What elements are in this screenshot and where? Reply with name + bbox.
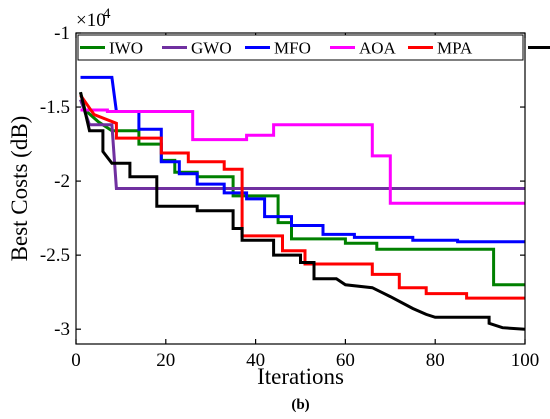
legend: IWOGWOMFOAOAMPAAMPA [77,34,550,61]
y-tick-label: -2.5 [40,245,70,266]
panel-label: (b) [291,397,309,413]
series-layer [79,75,526,331]
x-tick-label: 60 [336,350,355,371]
x-tick-label: 80 [426,350,445,371]
y-axis-multiplier-exponent: 4 [103,6,111,22]
x-axis-label: Iterations [257,364,344,389]
series-line-mpa [79,94,525,300]
y-tick-label: -1.5 [40,97,70,118]
axes-layer: 0 20 40 60 80 100 -3 -2.5 -2 -1.5 -1 [40,23,539,371]
x-tick-label: 100 [511,350,540,371]
series-line-aoa [80,108,525,205]
legend-label-mfo: MFO [274,39,311,58]
legend-label-iwo: IWO [109,39,143,58]
y-tick-label: -3 [54,319,70,340]
legend-label-gwo: GWO [191,39,232,58]
y-axis-multiplier: ×10 [76,10,106,31]
series-line-ampa [79,91,526,331]
legend-label-mpa: MPA [437,39,473,58]
series-line-mfo [80,75,525,244]
y-tick-label: -2 [54,171,70,192]
x-tick-label: 0 [71,350,81,371]
y-axis-label: Best Costs (dB) [7,116,32,262]
y-tick-label: -1 [54,23,70,44]
legend-label-aoa: AOA [359,39,397,58]
legend-box [77,34,524,61]
x-tick-label: 40 [246,350,265,371]
x-tick-label: 20 [156,350,175,371]
axes-frame [75,32,526,345]
